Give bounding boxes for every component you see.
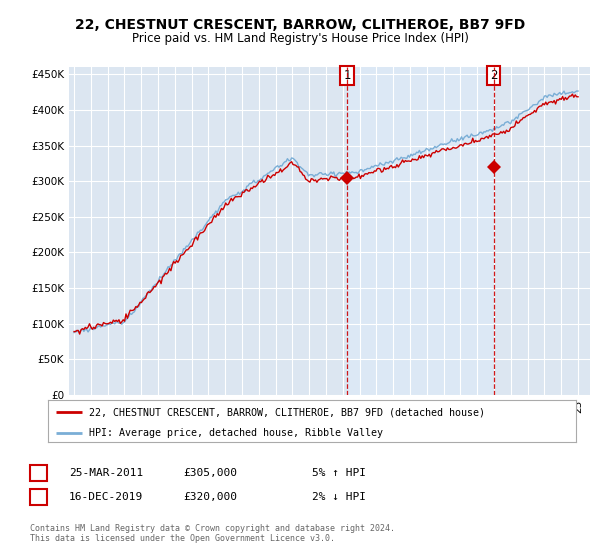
Text: 22, CHESTNUT CRESCENT, BARROW, CLITHEROE, BB7 9FD: 22, CHESTNUT CRESCENT, BARROW, CLITHEROE… [75,18,525,32]
Bar [347,67,494,395]
Text: 2% ↓ HPI: 2% ↓ HPI [312,492,366,502]
Text: 1: 1 [343,69,351,82]
Text: 16-DEC-2019: 16-DEC-2019 [69,492,143,502]
Text: £305,000: £305,000 [183,468,237,478]
Text: £320,000: £320,000 [183,492,237,502]
Text: Price paid vs. HM Land Registry's House Price Index (HPI): Price paid vs. HM Land Registry's House … [131,32,469,45]
Text: 1: 1 [35,468,42,478]
Text: Contains HM Land Registry data © Crown copyright and database right 2024.
This d: Contains HM Land Registry data © Crown c… [30,524,395,543]
Text: 25-MAR-2011: 25-MAR-2011 [69,468,143,478]
Text: 2: 2 [490,69,497,82]
Text: 2: 2 [35,492,42,502]
Text: 22, CHESTNUT CRESCENT, BARROW, CLITHEROE, BB7 9FD (detached house): 22, CHESTNUT CRESCENT, BARROW, CLITHEROE… [89,407,485,417]
Text: HPI: Average price, detached house, Ribble Valley: HPI: Average price, detached house, Ribb… [89,428,383,438]
Text: 5% ↑ HPI: 5% ↑ HPI [312,468,366,478]
